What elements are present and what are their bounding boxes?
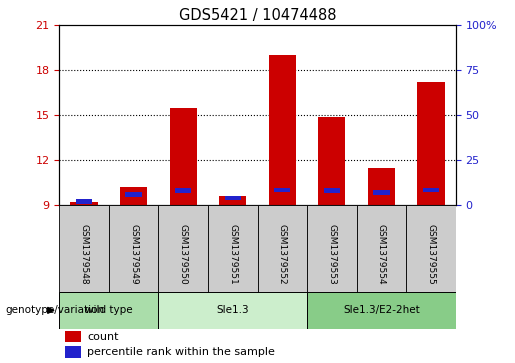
Bar [109,205,159,303]
Bar [307,292,456,329]
Title: GDS5421 / 10474488: GDS5421 / 10474488 [179,8,336,23]
Bar [76,199,92,204]
Bar [169,108,197,205]
Text: genotype/variation: genotype/variation [5,305,104,315]
Bar [219,196,246,205]
Bar [65,331,81,342]
Bar [258,205,307,303]
Bar [71,202,98,205]
Bar [356,205,406,303]
Text: GSM1379554: GSM1379554 [377,224,386,285]
Text: wild type: wild type [85,305,132,315]
Bar [175,188,192,193]
Bar [368,168,395,205]
Bar [423,188,439,192]
Text: GSM1379553: GSM1379553 [328,224,336,285]
Bar [65,346,81,358]
Text: GSM1379551: GSM1379551 [228,224,237,285]
Bar [59,292,159,329]
Text: count: count [87,331,118,342]
Text: Sle1.3: Sle1.3 [216,305,249,315]
Text: percentile rank within the sample: percentile rank within the sample [87,347,275,357]
Bar [120,187,147,205]
Bar [159,292,307,329]
Bar [307,205,356,303]
Bar [373,190,390,195]
Bar [274,188,290,192]
Text: GSM1379550: GSM1379550 [179,224,187,285]
Bar [159,205,208,303]
Bar [208,205,258,303]
Bar [406,205,456,303]
Bar [417,82,444,205]
Bar [318,117,346,205]
Bar [59,205,109,303]
Text: GSM1379555: GSM1379555 [426,224,436,285]
Text: GSM1379549: GSM1379549 [129,224,138,285]
Bar [225,196,241,200]
Text: Sle1.3/E2-2het: Sle1.3/E2-2het [343,305,420,315]
Text: GSM1379548: GSM1379548 [79,224,89,285]
Bar [269,55,296,205]
Bar [323,188,340,193]
Text: GSM1379552: GSM1379552 [278,224,287,285]
Bar [125,192,142,196]
